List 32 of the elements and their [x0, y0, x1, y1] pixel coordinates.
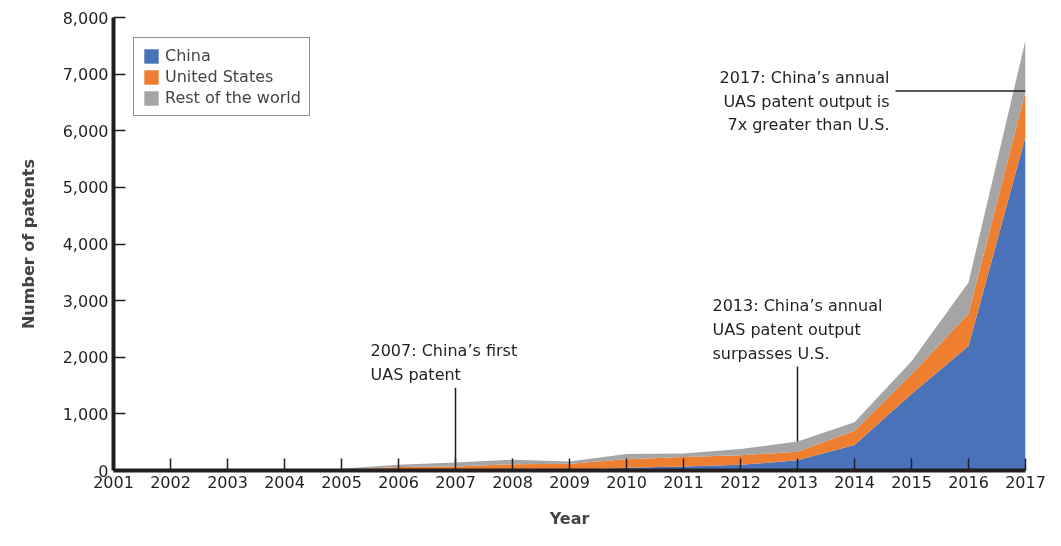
y-tick-label: 6,000: [62, 121, 109, 141]
x-tick-label: 2005: [321, 472, 362, 492]
x-tick-label: 2016: [948, 472, 989, 492]
x-tick-label: 2007: [435, 472, 476, 492]
x-tick-label: 2013: [777, 472, 818, 492]
annotation: 2013: China’s annual UAS patent output surpasses U.S.: [712, 296, 883, 363]
x-tick-label: 2010: [606, 472, 647, 492]
x-tick-label: 2003: [207, 472, 248, 492]
x-tick-label: 2015: [891, 472, 932, 492]
annotation: 2017: China’s annual UAS patent output is 7x greater than U.S.: [719, 67, 890, 135]
x-tick-label: 2004: [264, 472, 305, 492]
x-tick-label: 2014: [834, 472, 875, 492]
y-tick-label: 4,000: [62, 235, 109, 254]
legend-label: United States: [165, 67, 274, 86]
legend-label: Rest of the world: [165, 88, 301, 107]
x-tick-label: 2017: [1005, 472, 1046, 492]
x-tick-label: 2012: [720, 472, 761, 492]
x-tick-label: 2006: [378, 472, 419, 492]
x-tick-label: 2008: [492, 472, 533, 492]
legend-label: China: [165, 46, 211, 65]
x-tick-label: 2011: [663, 472, 704, 492]
x-tick-label: 2009: [549, 472, 590, 492]
x-tick-label: 2002: [150, 472, 191, 492]
y-tick-label: 3,000: [62, 291, 109, 311]
y-tick-label: 7,000: [62, 65, 109, 85]
annotation: 2007: China’s first UAS patent: [370, 341, 518, 384]
x-axis-title: Year: [548, 508, 590, 528]
y-axis-title: Number of patents: [18, 158, 38, 330]
y-tick-label: 1,000: [62, 404, 109, 424]
y-tick-label: 8,000: [62, 8, 109, 28]
y-tick-label: 5,000: [62, 178, 109, 198]
y-tick-label: 2,000: [62, 348, 109, 368]
